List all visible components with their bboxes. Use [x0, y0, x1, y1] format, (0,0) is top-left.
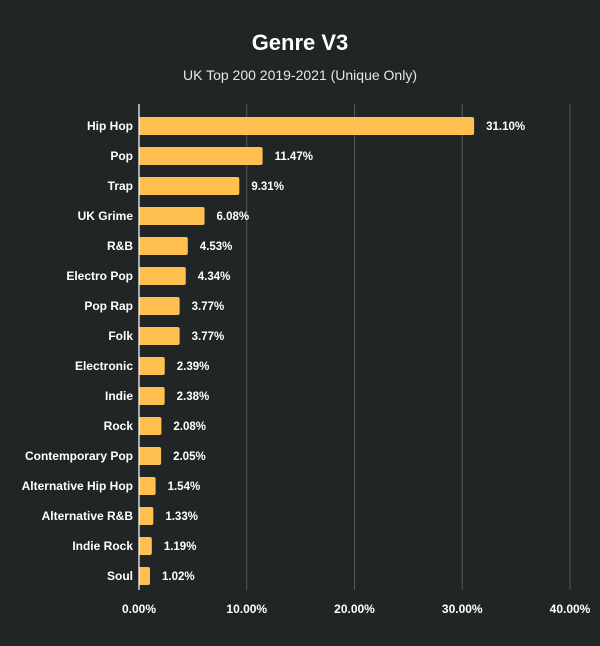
category-label: Trap	[108, 179, 133, 193]
bar-2	[139, 177, 240, 195]
bar-13	[139, 507, 154, 525]
bar-11	[139, 447, 162, 465]
value-label: 3.77%	[192, 301, 225, 313]
bar-4	[139, 237, 188, 255]
bar-1	[139, 147, 263, 165]
value-label: 9.31%	[251, 181, 284, 193]
bar-3	[139, 207, 205, 225]
category-label: Indie Rock	[72, 539, 133, 553]
category-label: Folk	[108, 329, 133, 343]
x-tick-label: 30.00%	[442, 602, 483, 616]
value-label: 1.02%	[162, 571, 195, 583]
bar-6	[139, 297, 180, 315]
category-label: Pop	[110, 149, 133, 163]
category-label: Pop Rap	[84, 299, 133, 313]
x-tick-label: 20.00%	[334, 602, 375, 616]
bar-7	[139, 327, 180, 345]
value-label: 1.54%	[168, 481, 201, 493]
value-label: 4.34%	[198, 271, 231, 283]
category-label: Electro Pop	[66, 269, 133, 283]
category-label: UK Grime	[78, 209, 134, 223]
value-label: 4.53%	[200, 241, 233, 253]
category-label: Contemporary Pop	[25, 449, 133, 463]
value-label: 2.05%	[173, 451, 206, 463]
bar-10	[139, 417, 162, 435]
category-label: Alternative Hip Hop	[22, 479, 133, 493]
bar-15	[139, 567, 150, 585]
bar-12	[139, 477, 156, 495]
category-label: Rock	[104, 419, 134, 433]
value-label: 2.39%	[177, 361, 210, 373]
category-label: Indie	[105, 389, 133, 403]
category-label: Soul	[107, 569, 133, 583]
value-label: 1.19%	[164, 541, 197, 553]
category-label: R&B	[107, 239, 133, 253]
bar-0	[139, 117, 475, 135]
category-label: Alternative R&B	[42, 509, 134, 523]
value-label: 2.38%	[177, 391, 210, 403]
category-label: Electronic	[75, 359, 133, 373]
x-tick-label: 10.00%	[226, 602, 267, 616]
category-label: Hip Hop	[87, 119, 133, 133]
chart-subtitle: UK Top 200 2019-2021 (Unique Only)	[182, 67, 417, 83]
bar-8	[139, 357, 165, 375]
value-label: 3.77%	[192, 331, 225, 343]
x-tick-label: 40.00%	[550, 602, 591, 616]
bar-9	[139, 387, 165, 405]
bar-5	[139, 267, 186, 285]
value-label: 31.10%	[486, 121, 525, 133]
value-label: 6.08%	[217, 211, 250, 223]
value-label: 1.33%	[165, 511, 198, 523]
value-label: 11.47%	[275, 151, 313, 163]
bar-14	[139, 537, 152, 555]
x-tick-label: 0.00%	[122, 602, 156, 616]
chart-title: Genre V3	[251, 30, 349, 55]
value-label: 2.08%	[173, 421, 206, 433]
